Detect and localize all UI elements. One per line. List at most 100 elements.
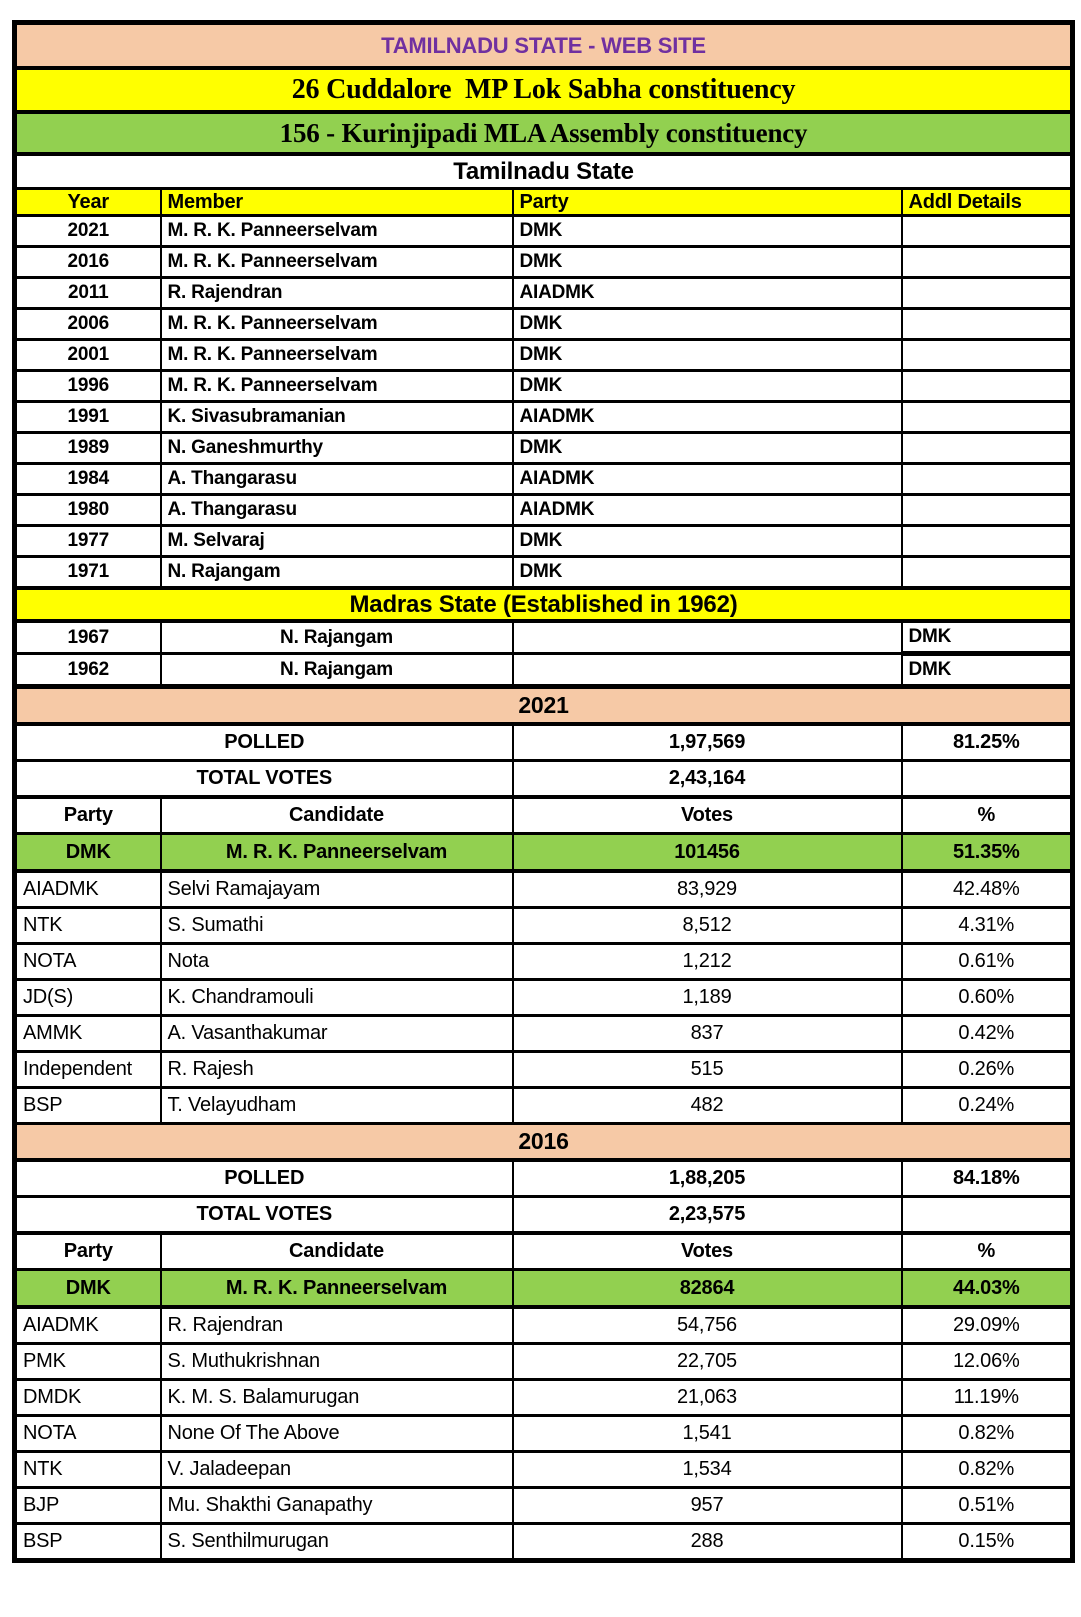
candidate-cell: V. Jaladeepan bbox=[159, 1450, 514, 1489]
member-year-row: 2021 M. R. K. Panneerselvam DMK bbox=[13, 214, 1074, 248]
election-year: 2016 bbox=[13, 1122, 1074, 1162]
election-2021-candidate-rows: AIADMK Selvi Ramajayam 83,929 42.48% NTK… bbox=[13, 869, 1074, 1125]
candidate-result-row: PMK S. Muthukrishnan 22,705 12.06% bbox=[13, 1342, 1074, 1381]
addl-details-cell bbox=[900, 307, 1074, 341]
percent-header: % bbox=[900, 795, 1074, 835]
total-votes-percent-empty bbox=[900, 759, 1074, 799]
member-year-row: 1996 M. R. K. Panneerselvam DMK bbox=[13, 369, 1074, 403]
election-year-band: 2021 bbox=[13, 685, 1074, 726]
party-cell: NTK bbox=[13, 1450, 162, 1489]
tamilnadu-state-title: Tamilnadu State bbox=[13, 152, 1074, 190]
winner-percent: 44.03% bbox=[900, 1268, 1074, 1309]
party-cell: NTK bbox=[13, 906, 162, 945]
candidate-cell: S. Sumathi bbox=[159, 906, 514, 945]
total-votes-row: TOTAL VOTES 2,43,164 bbox=[13, 759, 1074, 799]
member-cell: N. Rajangam bbox=[159, 555, 514, 590]
year-cell: 1996 bbox=[13, 369, 162, 403]
party-cell: DMK bbox=[511, 307, 903, 341]
member-cell: M. R. K. Panneerselvam bbox=[159, 338, 514, 372]
addl-details-cell bbox=[900, 276, 1074, 310]
year-cell: 2021 bbox=[13, 214, 162, 248]
party-cell: DMK bbox=[511, 214, 903, 248]
year-cell: 1984 bbox=[13, 462, 162, 496]
party-cell: BJP bbox=[13, 1486, 162, 1525]
addl-details-cell bbox=[900, 524, 1074, 558]
party-header: Party bbox=[13, 795, 162, 835]
party-cell: BSP bbox=[13, 1086, 162, 1125]
percent-cell: 42.48% bbox=[900, 869, 1074, 909]
party-cell: NOTA bbox=[13, 1414, 162, 1453]
party-cell: PMK bbox=[13, 1342, 162, 1381]
candidate-result-row: NTK V. Jaladeepan 1,534 0.82% bbox=[13, 1450, 1074, 1489]
winner-percent: 51.35% bbox=[900, 832, 1074, 873]
winner-row: DMK M. R. K. Panneerselvam 82864 44.03% bbox=[13, 1268, 1074, 1309]
mp-constituency-title: 26 Cuddalore MP Lok Sabha constituency bbox=[13, 66, 1074, 114]
polled-votes: 1,97,569 bbox=[511, 722, 903, 762]
candidate-header: Candidate bbox=[159, 1231, 514, 1271]
year-cell: 1962 bbox=[13, 652, 162, 689]
party-header: Party bbox=[13, 1231, 162, 1271]
party-cell: Independent bbox=[13, 1050, 162, 1089]
addl-details-cell bbox=[900, 462, 1074, 496]
candidate-result-row: NOTA Nota 1,212 0.61% bbox=[13, 942, 1074, 981]
votes-cell: 8,512 bbox=[511, 906, 903, 945]
winner-votes: 101456 bbox=[511, 832, 903, 873]
votes-cell: 957 bbox=[511, 1486, 903, 1525]
member-year-row: 1977 M. Selvaraj DMK bbox=[13, 524, 1074, 558]
party-cell: DMK bbox=[511, 431, 903, 465]
year-cell: 2001 bbox=[13, 338, 162, 372]
member-cell: M. R. K. Panneerselvam bbox=[159, 369, 514, 403]
party-cell: BSP bbox=[13, 1522, 162, 1562]
candidate-cell: Selvi Ramajayam bbox=[159, 869, 514, 909]
member-cell: N. Rajangam bbox=[159, 652, 514, 689]
member-year-row: 1971 N. Rajangam DMK bbox=[13, 555, 1074, 590]
percent-cell: 0.82% bbox=[900, 1414, 1074, 1453]
addl-details-cell bbox=[900, 214, 1074, 248]
votes-cell: 515 bbox=[511, 1050, 903, 1089]
member-cell: K. Sivasubramanian bbox=[159, 400, 514, 434]
candidate-cell: S. Senthilmurugan bbox=[159, 1522, 514, 1562]
percent-cell: 4.31% bbox=[900, 906, 1074, 945]
party-cell: JD(S) bbox=[13, 978, 162, 1017]
member-year-row: 2016 M. R. K. Panneerselvam DMK bbox=[13, 245, 1074, 279]
candidate-result-row: BSP S. Senthilmurugan 288 0.15% bbox=[13, 1522, 1074, 1562]
year-cell: 2016 bbox=[13, 245, 162, 279]
polled-row: POLLED 1,88,205 84.18% bbox=[13, 1158, 1074, 1198]
madras-year-row: 1962 N. Rajangam DMK bbox=[13, 652, 1074, 689]
candidate-cell: R. Rajesh bbox=[159, 1050, 514, 1089]
tamilnadu-member-rows: 2021 M. R. K. Panneerselvam DMK 2016 M. … bbox=[13, 214, 1074, 590]
votes-cell: 1,212 bbox=[511, 942, 903, 981]
madras-member-rows: 1967 N. Rajangam DMK 1962 N. Rajangam DM… bbox=[13, 619, 1074, 689]
votes-cell: 83,929 bbox=[511, 869, 903, 909]
year-cell: 2011 bbox=[13, 276, 162, 310]
results-header-row: Party Candidate Votes % bbox=[13, 1231, 1074, 1271]
mla-constituency-band: 156 - Kurinjipadi MLA Assembly constitue… bbox=[13, 110, 1074, 156]
year-cell: 1977 bbox=[13, 524, 162, 558]
year-cell: 2006 bbox=[13, 307, 162, 341]
percent-cell: 0.60% bbox=[900, 978, 1074, 1017]
percent-cell: 0.82% bbox=[900, 1450, 1074, 1489]
party-cell bbox=[511, 652, 903, 689]
party-cell: DMK bbox=[511, 524, 903, 558]
year-cell: 1989 bbox=[13, 431, 162, 465]
percent-cell: 12.06% bbox=[900, 1342, 1074, 1381]
winner-votes: 82864 bbox=[511, 1268, 903, 1309]
party-cell: DMK bbox=[511, 555, 903, 590]
site-title: TAMILNADU STATE - WEB SITE bbox=[13, 21, 1074, 70]
candidate-result-row: BJP Mu. Shakthi Ganapathy 957 0.51% bbox=[13, 1486, 1074, 1525]
member-year-row: 2006 M. R. K. Panneerselvam DMK bbox=[13, 307, 1074, 341]
winner-party: DMK bbox=[13, 1268, 162, 1309]
percent-cell: 11.19% bbox=[900, 1378, 1074, 1417]
election-year: 2021 bbox=[13, 685, 1074, 726]
candidate-cell: None Of The Above bbox=[159, 1414, 514, 1453]
percent-cell: 29.09% bbox=[900, 1305, 1074, 1345]
votes-cell: 54,756 bbox=[511, 1305, 903, 1345]
votes-header: Votes bbox=[511, 1231, 903, 1271]
total-votes-row: TOTAL VOTES 2,23,575 bbox=[13, 1195, 1074, 1235]
member-year-row: 1984 A. Thangarasu AIADMK bbox=[13, 462, 1074, 496]
candidate-result-row: NOTA None Of The Above 1,541 0.82% bbox=[13, 1414, 1074, 1453]
votes-cell: 1,189 bbox=[511, 978, 903, 1017]
candidate-cell: A. Vasanthakumar bbox=[159, 1014, 514, 1053]
party-cell: AIADMK bbox=[511, 276, 903, 310]
candidate-result-row: AMMK A. Vasanthakumar 837 0.42% bbox=[13, 1014, 1074, 1053]
